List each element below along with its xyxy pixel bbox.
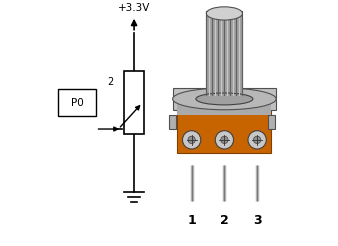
Bar	[169, 115, 176, 129]
Bar	[206, 11, 242, 95]
Text: 2: 2	[220, 214, 229, 227]
Bar	[177, 105, 271, 153]
Ellipse shape	[215, 131, 234, 149]
Text: P0: P0	[71, 98, 83, 108]
Bar	[58, 89, 96, 116]
Ellipse shape	[248, 131, 266, 149]
Bar	[124, 71, 144, 134]
Ellipse shape	[254, 136, 261, 143]
Ellipse shape	[221, 136, 228, 143]
Bar	[268, 115, 275, 129]
Ellipse shape	[188, 136, 195, 143]
Text: +3.3V: +3.3V	[118, 3, 150, 14]
Bar	[177, 100, 271, 115]
Bar	[173, 88, 276, 110]
Text: 3: 3	[253, 214, 262, 227]
Text: 1: 1	[187, 214, 196, 227]
Ellipse shape	[173, 88, 276, 110]
Ellipse shape	[196, 93, 253, 105]
Ellipse shape	[183, 131, 201, 149]
Ellipse shape	[206, 7, 242, 20]
Text: 2: 2	[107, 77, 113, 87]
